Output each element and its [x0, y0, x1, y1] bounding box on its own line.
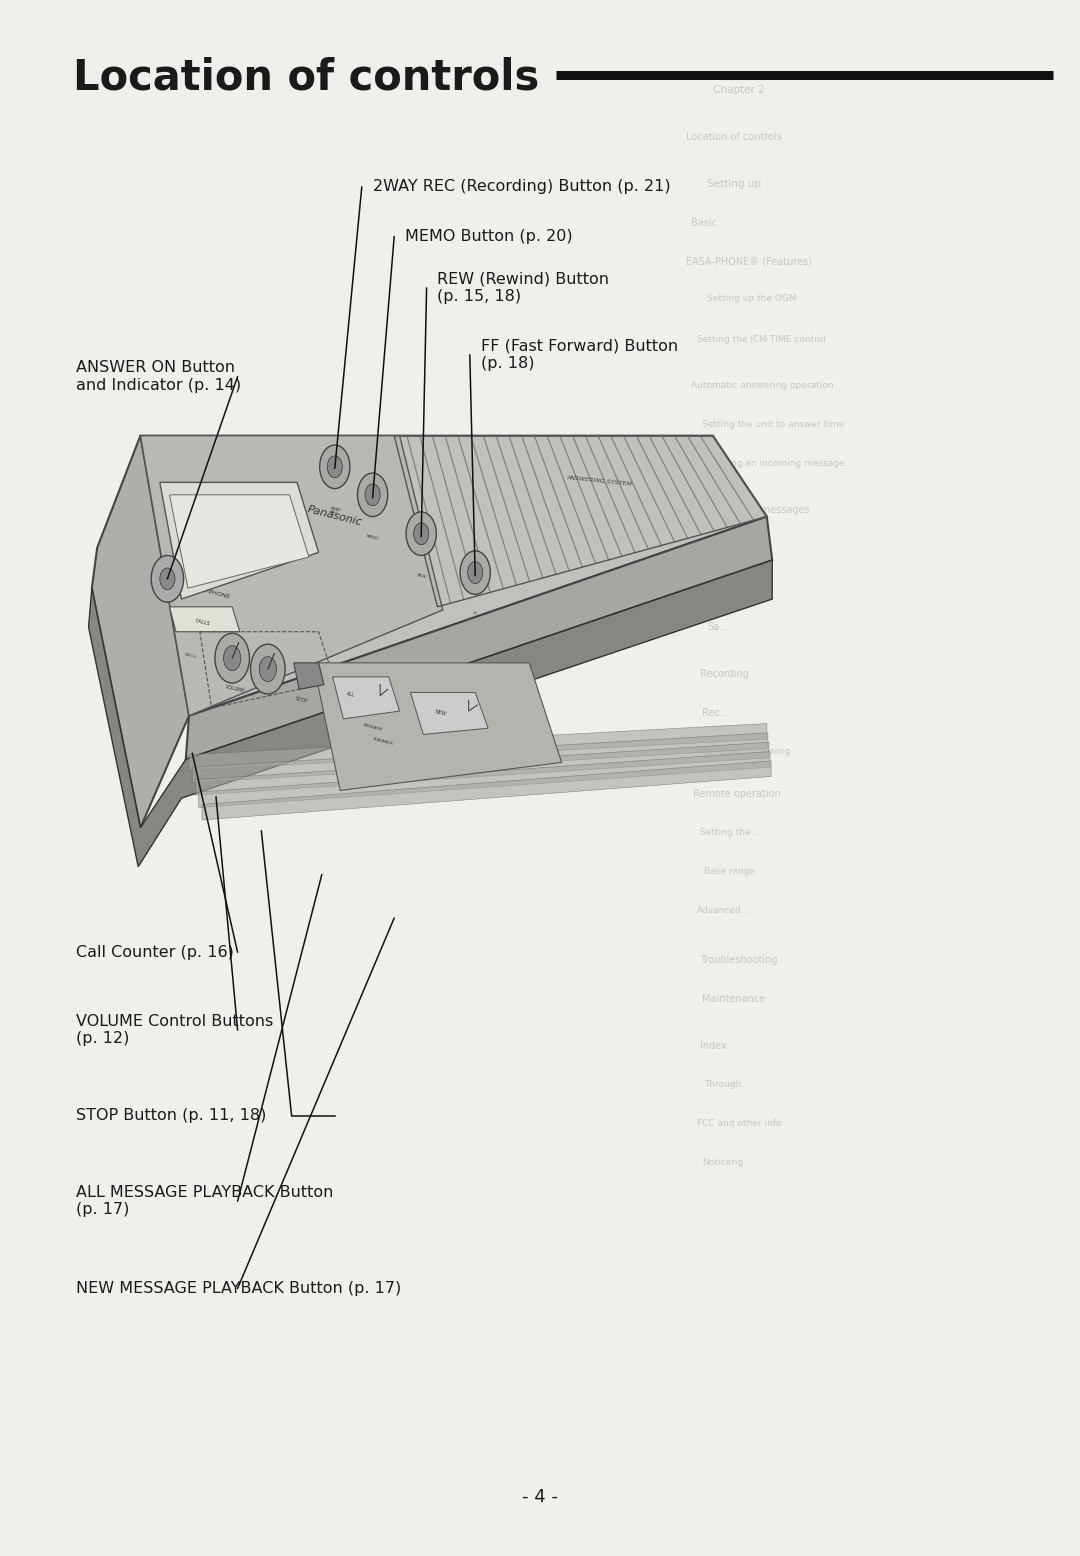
- Polygon shape: [170, 607, 240, 632]
- Circle shape: [460, 551, 490, 594]
- Polygon shape: [140, 436, 443, 716]
- Text: Noticerig: Noticerig: [702, 1158, 743, 1167]
- Text: MESSAGE: MESSAGE: [363, 724, 382, 733]
- Polygon shape: [186, 517, 772, 759]
- Circle shape: [327, 456, 342, 478]
- Text: Setting up the OGM: Setting up the OGM: [707, 294, 797, 303]
- Text: NEW MESSAGE PLAYBACK Button (p. 17): NEW MESSAGE PLAYBACK Button (p. 17): [76, 1281, 401, 1296]
- Circle shape: [468, 562, 483, 584]
- Text: - 4 -: - 4 -: [522, 1488, 558, 1506]
- Text: 2WAY
REC: 2WAY REC: [328, 506, 341, 517]
- Circle shape: [320, 445, 350, 489]
- Text: Setting the unit to answer time: Setting the unit to answer time: [702, 420, 845, 429]
- Circle shape: [357, 473, 388, 517]
- Text: FF: FF: [472, 612, 478, 616]
- Text: Index: Index: [700, 1041, 727, 1050]
- Polygon shape: [195, 742, 769, 795]
- Text: Setting the...: Setting the...: [700, 828, 759, 837]
- Text: Listening: Listening: [702, 545, 746, 554]
- Text: ANSWERING SYSTEM: ANSWERING SYSTEM: [566, 475, 633, 487]
- Text: VOLUME Control Buttons
(p. 12): VOLUME Control Buttons (p. 12): [76, 1015, 273, 1046]
- Text: Call Counter (p. 16): Call Counter (p. 16): [76, 944, 233, 960]
- Text: STOP Button (p. 11, 18): STOP Button (p. 11, 18): [76, 1108, 266, 1123]
- Text: 2WAY REC (Recording) Button (p. 21): 2WAY REC (Recording) Button (p. 21): [373, 179, 671, 194]
- Text: Through...: Through...: [704, 1080, 751, 1089]
- Text: ALL MESSAGE PLAYBACK Button
(p. 17): ALL MESSAGE PLAYBACK Button (p. 17): [76, 1186, 333, 1217]
- Text: Listening to messages: Listening to messages: [700, 506, 810, 515]
- Text: Setting the ICM TIME control: Setting the ICM TIME control: [697, 335, 825, 344]
- Text: Li...: Li...: [704, 584, 721, 593]
- Text: Basic: Basic: [691, 218, 717, 227]
- Text: MEMO Button (p. 20): MEMO Button (p. 20): [405, 229, 572, 244]
- Text: REW (Rewind) Button
(p. 15, 18): REW (Rewind) Button (p. 15, 18): [437, 272, 609, 303]
- Text: FCC and other info: FCC and other info: [697, 1119, 781, 1128]
- Text: FF (Fast Forward) Button
(p. 18): FF (Fast Forward) Button (p. 18): [481, 339, 678, 370]
- Text: Chapter 2: Chapter 2: [713, 86, 765, 95]
- Polygon shape: [160, 482, 319, 599]
- Polygon shape: [410, 692, 488, 734]
- Polygon shape: [192, 733, 768, 783]
- Text: Location of controls: Location of controls: [73, 58, 540, 98]
- Text: Recording: Recording: [700, 669, 748, 678]
- Circle shape: [215, 633, 249, 683]
- Text: Setting up: Setting up: [707, 179, 761, 188]
- Circle shape: [414, 523, 429, 545]
- Text: Sa...: Sa...: [707, 622, 729, 632]
- Polygon shape: [170, 495, 309, 588]
- Polygon shape: [199, 752, 770, 808]
- Text: Panasonic: Panasonic: [307, 504, 363, 527]
- Text: VOLUME: VOLUME: [225, 683, 246, 694]
- Polygon shape: [92, 436, 189, 828]
- Text: MEMO: MEMO: [366, 534, 379, 540]
- Circle shape: [251, 644, 285, 694]
- Text: EASA-PHONE® (Features): EASA-PHONE® (Features): [686, 257, 812, 266]
- Text: CALLS: CALLS: [195, 618, 211, 627]
- Text: EASA-PHONE: EASA-PHONE: [190, 585, 231, 601]
- Text: Rec...: Rec...: [702, 708, 729, 717]
- Text: Remote operation: Remote operation: [693, 789, 781, 798]
- Polygon shape: [140, 436, 767, 716]
- Polygon shape: [89, 560, 772, 867]
- Polygon shape: [189, 724, 767, 770]
- Circle shape: [259, 657, 276, 682]
- Polygon shape: [313, 663, 562, 790]
- Text: Monitoring incoming: Monitoring incoming: [697, 747, 789, 756]
- Text: Automatic answering operation: Automatic answering operation: [691, 381, 834, 391]
- Text: NEW: NEW: [434, 710, 447, 717]
- Circle shape: [365, 484, 380, 506]
- Circle shape: [160, 568, 175, 590]
- Text: Location of controls: Location of controls: [686, 132, 782, 142]
- Polygon shape: [294, 663, 324, 689]
- Text: Recording an incoming message: Recording an incoming message: [697, 459, 845, 468]
- Text: Advanced...: Advanced...: [697, 906, 750, 915]
- Text: ANSWER ON Button
and Indicator (p. 14): ANSWER ON Button and Indicator (p. 14): [76, 361, 241, 392]
- Circle shape: [224, 646, 241, 671]
- Text: ALL: ALL: [346, 691, 356, 699]
- Text: Troubleshooting: Troubleshooting: [700, 955, 778, 965]
- Circle shape: [151, 555, 184, 602]
- Polygon shape: [333, 677, 400, 719]
- Text: Maintenance: Maintenance: [702, 994, 766, 1004]
- Text: CALLS: CALLS: [184, 652, 197, 660]
- Text: REW: REW: [416, 573, 427, 579]
- Text: Base range: Base range: [704, 867, 755, 876]
- Text: PLAYBACK: PLAYBACK: [373, 738, 394, 747]
- Circle shape: [406, 512, 436, 555]
- Text: STOP: STOP: [295, 697, 308, 705]
- Polygon shape: [202, 761, 771, 820]
